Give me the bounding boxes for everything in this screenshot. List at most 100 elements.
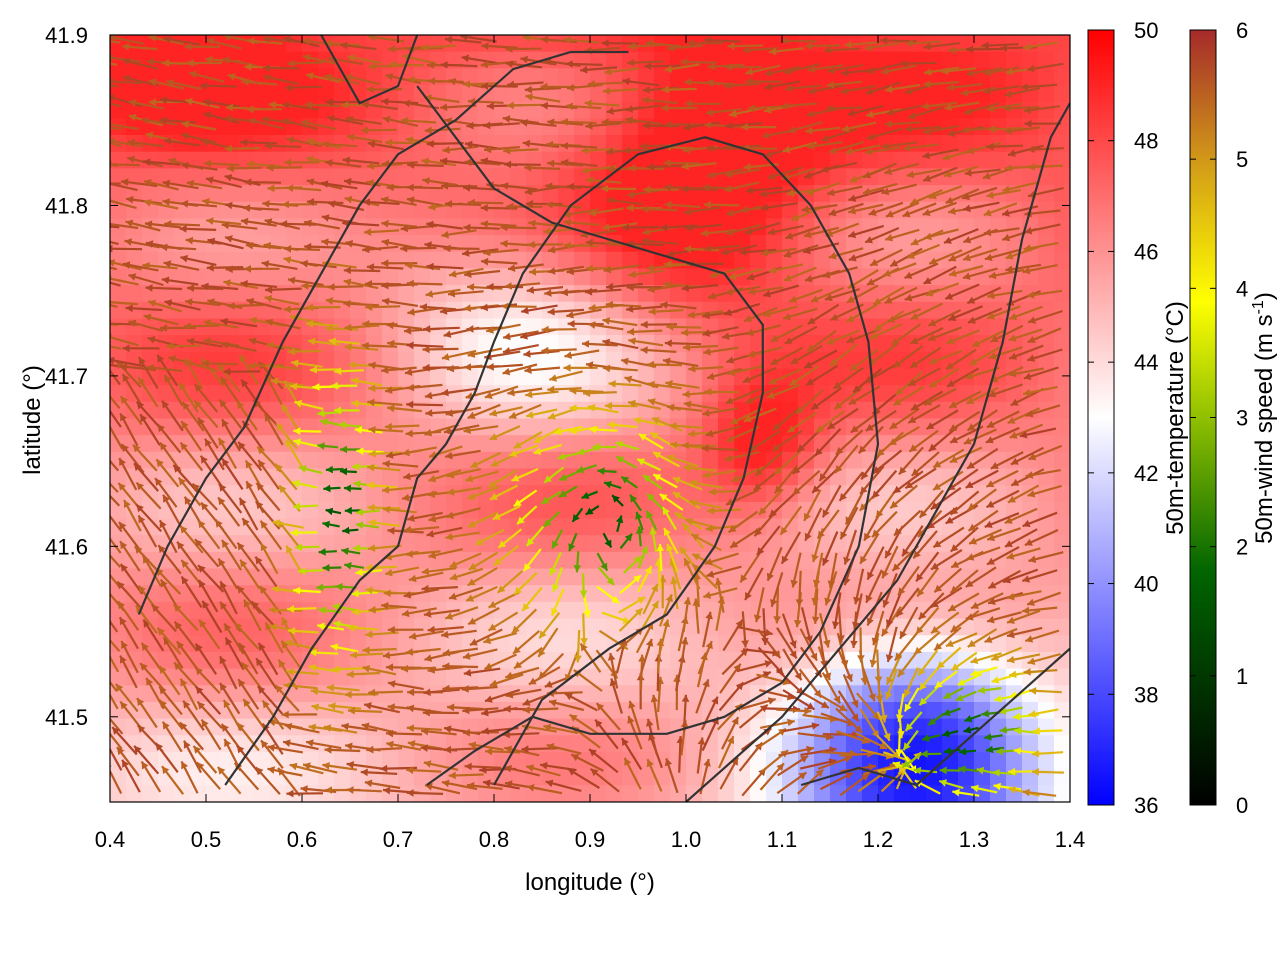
heatmap-cell: [686, 618, 703, 636]
heatmap-cell: [302, 368, 319, 386]
heatmap-cell: [670, 351, 687, 370]
heatmap-cell: [1054, 318, 1070, 336]
heatmap-cell: [142, 485, 159, 503]
heatmap-cell: [302, 768, 319, 786]
heatmap-cell: [190, 768, 207, 786]
heatmap-cell: [174, 618, 191, 636]
heatmap-cell: [334, 385, 351, 403]
heatmap-cell: [382, 518, 399, 536]
heatmap-cell: [654, 168, 671, 186]
heatmap-cell: [398, 601, 415, 620]
heatmap-cell: [190, 185, 207, 203]
heatmap-cell: [542, 501, 559, 520]
heatmap-cell: [734, 768, 751, 786]
heatmap-cell: [926, 685, 943, 703]
heatmap-cell: [270, 218, 287, 236]
heatmap-cell: [702, 785, 719, 802]
heatmap-cell: [734, 335, 751, 353]
heatmap-cell: [974, 85, 991, 103]
heatmap-cell: [302, 451, 319, 470]
heatmap-cell: [606, 418, 623, 436]
heatmap-cell: [1022, 51, 1039, 69]
heatmap-cell: [830, 785, 847, 802]
heatmap-cell: [366, 435, 383, 453]
heatmap-cell: [206, 251, 223, 270]
heatmap-cell: [222, 651, 239, 670]
heatmap-cell: [510, 85, 527, 103]
colorbar-tick-label: 3: [1236, 406, 1248, 431]
x-tick-label: 1.2: [863, 827, 894, 852]
heatmap-cell: [398, 435, 415, 453]
heatmap-cell: [270, 551, 287, 570]
heatmap-cell: [510, 151, 527, 169]
heatmap-cell: [302, 601, 319, 620]
heatmap-cell: [382, 218, 399, 236]
heatmap-cell: [158, 768, 175, 786]
heatmap-cell: [254, 51, 271, 69]
heatmap-cell: [638, 101, 655, 119]
heatmap-cell: [142, 301, 159, 320]
heatmap-cell: [606, 385, 623, 403]
y-tick-label: 41.7: [45, 364, 88, 389]
heatmap-cell: [254, 685, 271, 703]
heatmap-cell: [142, 435, 159, 453]
heatmap-cell: [542, 151, 559, 169]
heatmap-cell: [686, 768, 703, 786]
heatmap-cell: [142, 351, 159, 370]
heatmap-cell: [1054, 418, 1070, 436]
heatmap-cell: [654, 101, 671, 119]
colorbar-tick-label: 0: [1236, 793, 1248, 818]
heatmap-cell: [142, 685, 159, 703]
heatmap-cell: [1038, 735, 1055, 753]
heatmap-cell: [222, 785, 239, 802]
heatmap-cell: [462, 768, 479, 786]
heatmap-cell: [958, 752, 975, 770]
heatmap-cell: [142, 785, 159, 802]
heatmap-cell: [174, 368, 191, 386]
heatmap-cell: [990, 485, 1007, 503]
heatmap-cell: [334, 535, 351, 553]
heatmap-cell: [398, 285, 415, 303]
heatmap-cell: [110, 301, 127, 320]
heatmap-cell: [286, 168, 303, 186]
heatmap-cell: [222, 501, 239, 520]
heatmap-cell: [206, 702, 223, 720]
heatmap-cell: [718, 318, 735, 336]
heatmap-cell: [910, 485, 927, 503]
heatmap-cell: [670, 601, 687, 620]
x-tick-label: 0.8: [479, 827, 510, 852]
heatmap-cell: [142, 151, 159, 169]
heatmap-cell: [910, 218, 927, 236]
heatmap-cell: [174, 168, 191, 186]
heatmap-cell: [558, 68, 575, 86]
heatmap-cell: [206, 168, 223, 186]
heatmap-cell: [558, 251, 575, 270]
heatmap-cell: [254, 201, 271, 219]
heatmap-cell: [974, 318, 991, 336]
colorbar-tick-label: 38: [1134, 682, 1158, 707]
heatmap-cell: [814, 151, 831, 169]
heatmap-cell: [542, 702, 559, 720]
heatmap-cell: [222, 251, 239, 270]
heatmap-cell: [142, 668, 159, 686]
wind-label-end: ): [1251, 292, 1278, 300]
colorbar-tick-label: 50: [1134, 18, 1158, 43]
heatmap-cell: [542, 785, 559, 802]
heatmap-cell: [1006, 168, 1023, 186]
heatmap-cell: [158, 735, 175, 753]
heatmap-cell: [590, 601, 607, 620]
heatmap-cell: [366, 785, 383, 802]
heatmap-cell: [494, 51, 511, 69]
heatmap-cell: [814, 251, 831, 270]
y-tick-label: 41.8: [45, 193, 88, 218]
heatmap-cell: [462, 368, 479, 386]
heatmap-cell: [606, 251, 623, 270]
heatmap-cell: [558, 35, 575, 53]
heatmap-cell: [702, 401, 719, 420]
heatmap-cell: [910, 318, 927, 336]
heatmap-cell: [558, 618, 575, 636]
colorbar-tick-label: 42: [1134, 461, 1158, 486]
heatmap-cell: [302, 551, 319, 570]
heatmap-cell: [286, 568, 303, 586]
heatmap-cell: [798, 418, 815, 436]
